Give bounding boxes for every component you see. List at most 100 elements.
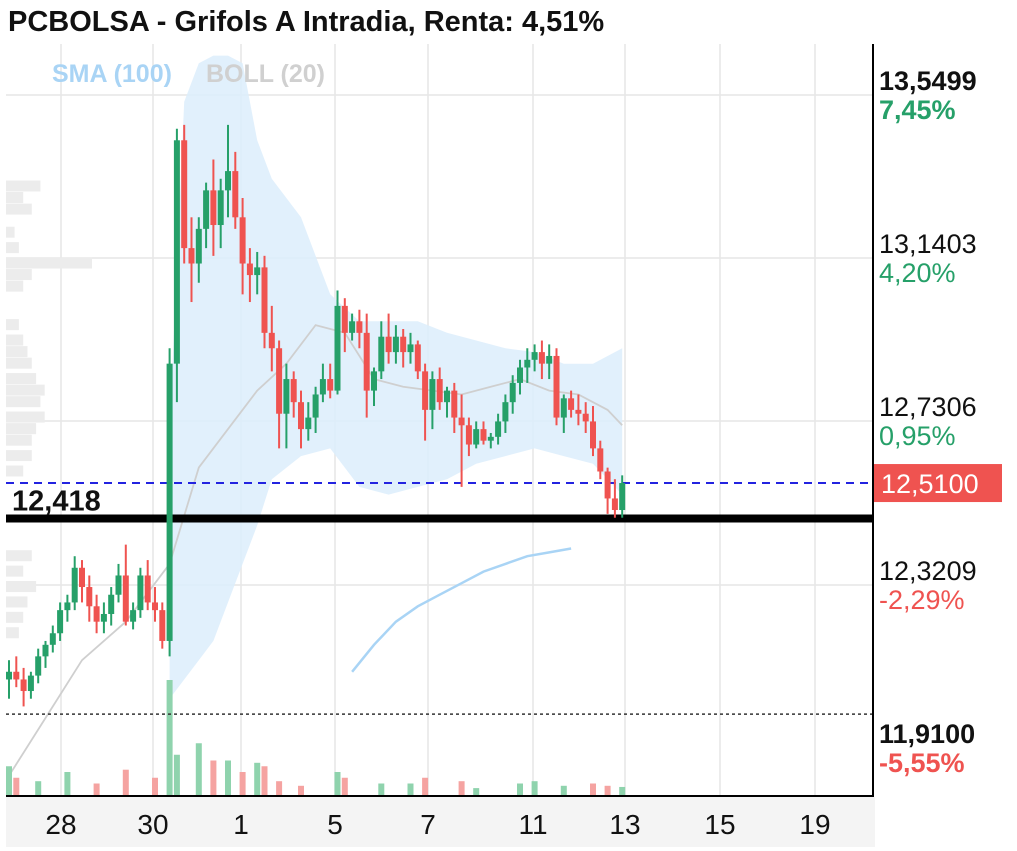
y-axis-price-label: 13,1403: [879, 229, 977, 259]
profile-bar: [6, 384, 45, 396]
profile-bar: [6, 203, 32, 215]
volume-bar: [254, 762, 261, 795]
volume-bars: [6, 680, 626, 795]
volume-bar: [619, 786, 626, 795]
candle-body: [327, 379, 334, 391]
candle-body: [407, 344, 414, 353]
horizontal-lines: 12,418: [6, 482, 873, 715]
profile-bar: [6, 319, 19, 331]
candle-body: [495, 421, 502, 437]
candle-body: [93, 606, 100, 622]
candle-body: [283, 379, 290, 414]
candle-body: [371, 371, 377, 391]
candle-body: [100, 613, 107, 622]
candle-body: [57, 610, 64, 634]
candle-body: [239, 217, 246, 264]
sma-path: [351, 547, 572, 673]
candle-body: [604, 471, 611, 499]
volume-bar: [378, 783, 385, 795]
x-axis-band: [6, 797, 875, 847]
candle-body: [130, 610, 137, 622]
volume-bar: [590, 783, 596, 795]
candle-body: [531, 352, 538, 360]
profile-bar: [6, 180, 41, 192]
volume-bar: [173, 754, 180, 795]
candle-body: [261, 267, 268, 333]
candle-body: [465, 425, 472, 445]
profile-bar: [6, 280, 24, 292]
candle-body: [268, 332, 275, 349]
candle-body: [42, 644, 49, 657]
profile-bar: [6, 373, 37, 385]
y-axis-price-label: 12,7306: [879, 392, 977, 422]
candle-body: [108, 594, 115, 614]
profile-bar: [6, 396, 41, 408]
candle-body: [181, 140, 188, 249]
volume-bar: [458, 781, 465, 795]
candle-body: [392, 336, 399, 353]
candle-body: [524, 359, 531, 368]
volume-bar: [298, 785, 304, 795]
volume-bar: [64, 772, 71, 795]
grid: [6, 10, 873, 795]
candle-body: [363, 332, 370, 391]
candle-body: [195, 228, 202, 264]
profile-bar: [6, 565, 24, 577]
candle-body: [13, 671, 20, 680]
volume-bar: [239, 772, 246, 795]
profile-bar: [6, 550, 32, 562]
candle-body: [385, 336, 392, 353]
x-tick-label: 7: [420, 809, 436, 840]
candle-body: [137, 575, 144, 611]
legend-boll: BOLL (20): [206, 60, 325, 88]
candle-body: [86, 587, 93, 607]
volume-bar: [276, 781, 283, 795]
profile-bar: [6, 596, 28, 608]
candle-body: [144, 575, 151, 603]
candle-body: [166, 363, 173, 641]
candle-body: [451, 390, 458, 418]
current-price-tag: [874, 464, 1002, 503]
candle-body: [509, 382, 516, 403]
candle-body: [49, 633, 56, 645]
candle-body: [159, 610, 166, 641]
candle-body: [414, 344, 421, 372]
candle-body: [173, 140, 180, 364]
x-tick-label: 30: [137, 809, 168, 840]
candle-body: [203, 190, 210, 229]
candle-body: [619, 483, 626, 511]
candle-body: [71, 567, 78, 603]
candle-body: [436, 379, 443, 403]
volume-bar: [152, 777, 158, 795]
x-tick-label: 13: [609, 809, 640, 840]
y-axis-pct-label: -2,29%: [879, 585, 965, 615]
candle-body: [538, 352, 545, 364]
x-tick-label: 11: [518, 809, 547, 840]
y-axis-pct-label: 4,20%: [879, 258, 956, 288]
candle-body: [458, 417, 465, 426]
volume-bar: [93, 783, 100, 795]
volume-bar: [334, 772, 341, 795]
volume-bar: [166, 680, 173, 795]
title-background: [0, 0, 873, 44]
profile-bar: [6, 581, 37, 593]
candle-body: [35, 656, 42, 676]
y-axis-price-label: 12,3209: [879, 556, 977, 586]
profile-bar: [6, 192, 24, 204]
volume-bar: [13, 777, 20, 795]
profile-bar: [6, 269, 32, 281]
x-tick-label: 28: [45, 809, 76, 840]
candle-body: [422, 371, 429, 410]
x-tick-label: 15: [704, 809, 735, 840]
profile-bar: [6, 334, 24, 346]
volume-profile: [6, 180, 92, 639]
candle-body: [517, 367, 523, 383]
candle-body: [590, 421, 596, 449]
bollinger-band-area: [169, 55, 623, 699]
candle-body: [115, 575, 122, 595]
volume-bar: [517, 783, 523, 795]
candle-body: [378, 336, 385, 372]
candle-body: [217, 190, 224, 226]
x-tick-label: 19: [799, 809, 830, 840]
candles: [6, 124, 626, 707]
